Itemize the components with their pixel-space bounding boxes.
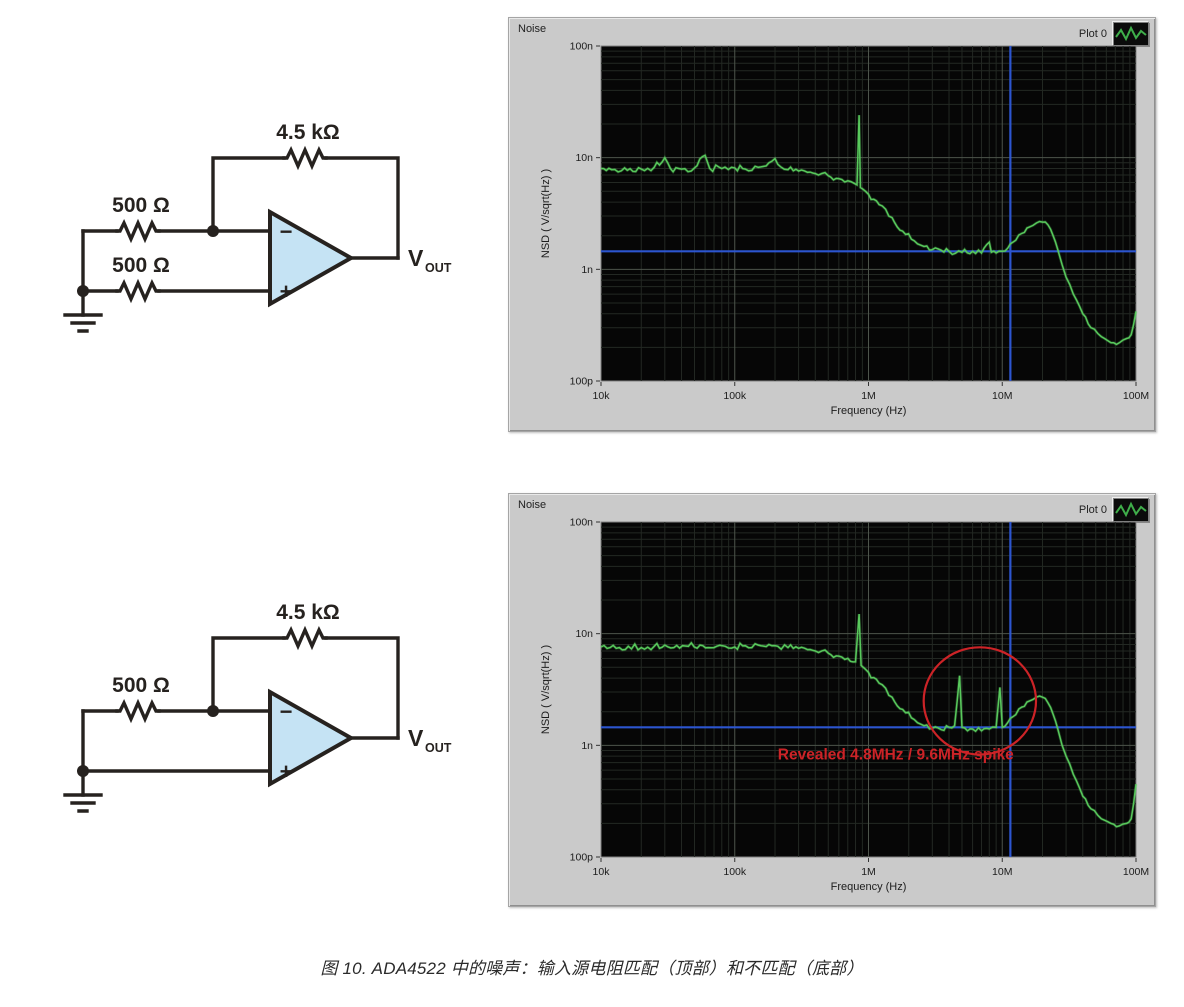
circuit-diagram-mismatched: 4.5 kΩ 500 Ω − + V OUT	[63, 601, 452, 813]
y-tick-label: 10n	[575, 152, 593, 164]
x-tick-label: 100k	[723, 390, 747, 402]
x-tick-label: 10M	[992, 866, 1012, 878]
y-tick-label: 1n	[581, 264, 593, 276]
opamp-minus-input: −	[280, 219, 293, 244]
inverting-resistor-value: 500 Ω	[112, 674, 170, 697]
y-axis-title: NSD ( V/sqrt(Hz) )	[540, 169, 552, 258]
opamp-triangle	[268, 208, 356, 308]
wire	[324, 636, 400, 740]
circuit-diagram-matched: 4.5 kΩ 500 Ω 500 Ω − + V OUT	[63, 121, 452, 333]
y-axis-title: NSD ( V/sqrt(Hz) )	[540, 645, 552, 734]
feedback-resistor	[282, 145, 328, 171]
opamp-minus-input: −	[280, 699, 293, 724]
noninverting-resistor-value: 500 Ω	[112, 254, 170, 277]
y-tick-label: 1n	[581, 740, 593, 752]
x-tick-label: 100M	[1123, 390, 1149, 402]
feedback-resistor-value: 4.5 kΩ	[276, 601, 340, 624]
spike-circle-annotation	[922, 646, 1038, 756]
legend-waveform-icon[interactable]	[1113, 498, 1149, 522]
grid	[601, 522, 1136, 857]
x-axis-title: Frequency (Hz)	[831, 405, 907, 417]
x-tick-label: 10k	[593, 390, 611, 402]
noise-trace	[600, 613, 1137, 828]
figure-caption: 图 10. ADA4522 中的噪声：输入源电阻匹配（顶部）和不匹配（底部）	[320, 959, 864, 978]
junction-dot	[207, 225, 219, 237]
junction-dot	[77, 765, 89, 777]
vout-label: V	[408, 245, 424, 271]
x-tick-label: 1M	[861, 866, 876, 878]
y-tick-label: 100n	[570, 41, 594, 53]
y-tick-label: 100p	[570, 376, 594, 388]
wire	[211, 636, 286, 713]
vout-subscript: OUT	[425, 261, 452, 275]
legend-label: Plot 0	[1078, 504, 1107, 516]
plot-legend[interactable]: Plot 0	[1079, 498, 1149, 522]
noise-graph-panel-top: Noise Plot 0 10k 100k 1M 10M 100M 100n 10n 1n 10…	[508, 17, 1156, 432]
graph-title: Noise	[518, 499, 547, 511]
feedback-resistor-value: 4.5 kΩ	[276, 121, 340, 144]
legend-label: Plot 0	[1078, 28, 1107, 40]
x-tick-label: 100M	[1123, 866, 1149, 878]
grid	[601, 46, 1136, 381]
wire	[324, 156, 400, 260]
y-tick-label: 10n	[575, 628, 593, 640]
vout-subscript: OUT	[425, 741, 452, 755]
junction-dot	[207, 705, 219, 717]
input-resistor-noninverting	[115, 278, 161, 304]
graph-title: Noise	[518, 23, 547, 35]
ground-symbol	[63, 313, 103, 333]
vout-label: V	[408, 725, 424, 751]
x-axis-title: Frequency (Hz)	[831, 881, 907, 893]
input-resistor-inverting	[115, 698, 161, 724]
noise-spectrum-chart-top: 10k 100k 1M 10M 100M 100n 10n 1n 100p Frequency (…	[540, 41, 1149, 418]
noise-graph-panel-bottom: Noise Plot 0 10k 100k 1M 10M 100M 100n 10n 1n 10…	[508, 493, 1156, 907]
x-tick-label: 10M	[992, 390, 1012, 402]
junction-dot	[77, 285, 89, 297]
opamp-plus-input: +	[280, 759, 293, 784]
spike-text-annotation: Revealed 4.8MHz / 9.6MHz spike	[778, 746, 1014, 763]
inverting-resistor-value: 500 Ω	[112, 194, 170, 217]
opamp-triangle	[268, 688, 356, 788]
x-tick-label: 100k	[723, 866, 747, 878]
y-tick-label: 100p	[570, 852, 594, 864]
y-tick-label: 100n	[570, 517, 594, 529]
wire	[211, 156, 286, 233]
noise-spectrum-chart-bottom: 10k 100k 1M 10M 100M 100n 10n 1n 100p Frequency (…	[540, 517, 1149, 894]
opamp-plus-input: +	[280, 279, 293, 304]
feedback-resistor	[282, 625, 328, 651]
x-tick-label: 1M	[861, 390, 876, 402]
ground-symbol	[63, 793, 103, 813]
plot-legend[interactable]: Plot 0	[1079, 22, 1149, 46]
x-tick-label: 10k	[593, 866, 611, 878]
noise-trace	[600, 115, 1137, 346]
input-resistor-inverting	[115, 218, 161, 244]
